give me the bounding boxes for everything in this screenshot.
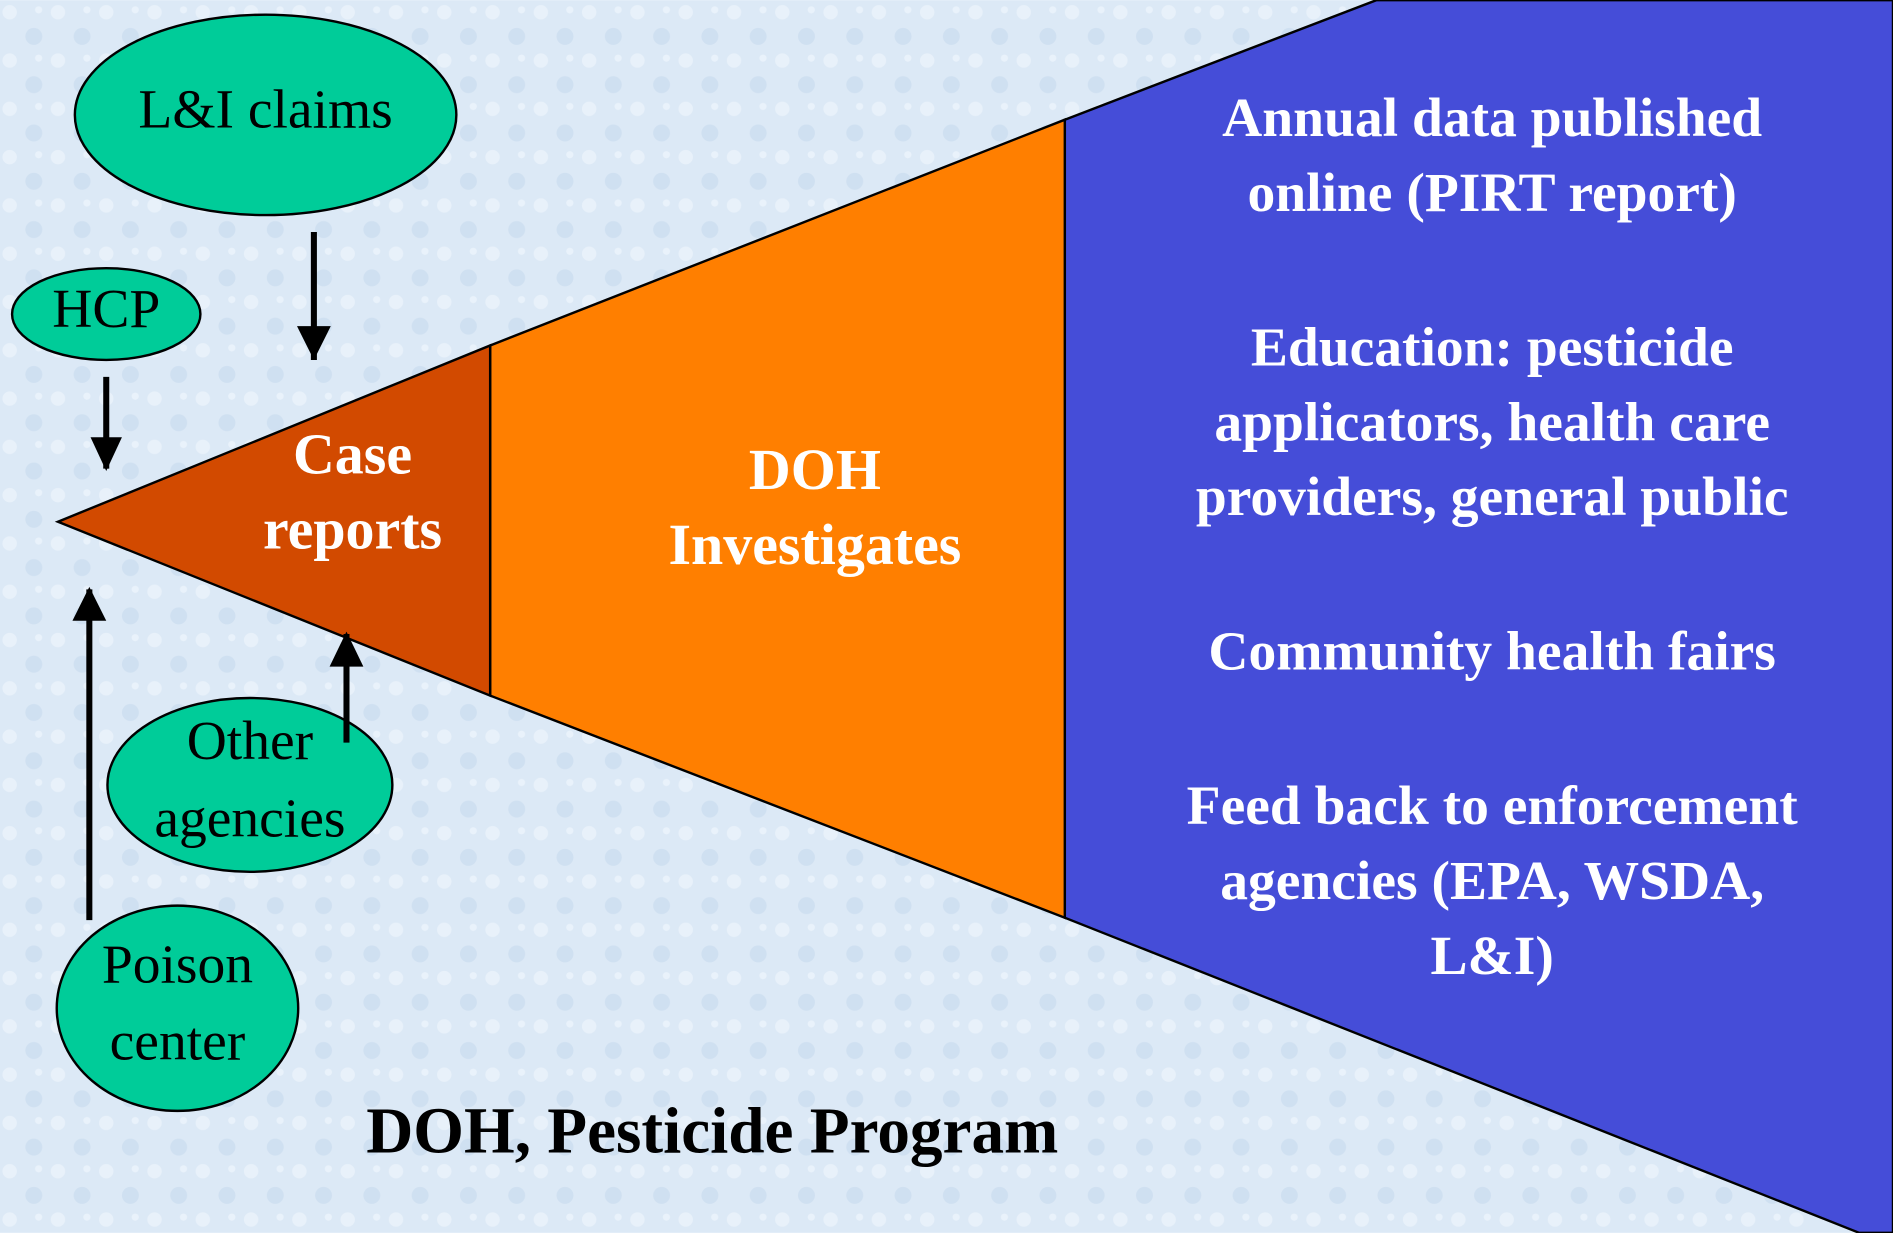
output-label: online (PIRT report) <box>1247 163 1736 224</box>
source-label: agencies <box>154 788 345 849</box>
source-node <box>106 696 394 874</box>
source-label: Poison <box>102 934 253 995</box>
source-label: L&I claims <box>138 80 392 141</box>
source-label: Other <box>187 711 313 772</box>
output-label: Community health fairs <box>1208 622 1776 683</box>
output-label: L&I) <box>1430 926 1553 987</box>
stage-label: Investigates <box>668 512 961 577</box>
case-region <box>54 343 492 698</box>
output-label: Annual data published <box>1222 88 1762 149</box>
footer: DOH, Pesticide Program <box>366 1095 1058 1167</box>
source-node <box>10 266 202 362</box>
source-node <box>73 13 458 217</box>
source-node <box>55 904 300 1113</box>
source-label: center <box>110 1012 246 1073</box>
output-label: Education: pesticide <box>1251 317 1734 378</box>
output-label: providers, general public <box>1196 467 1789 528</box>
source-label: HCP <box>52 279 160 340</box>
stage-label: reports <box>263 496 442 561</box>
output-label: agencies (EPA, WSDA, <box>1220 851 1764 912</box>
stage-label: Case <box>293 421 412 486</box>
output-label: Feed back to enforcement <box>1187 776 1799 837</box>
output-label: applicators, health care <box>1214 392 1770 453</box>
stage-label: DOH <box>749 437 881 502</box>
